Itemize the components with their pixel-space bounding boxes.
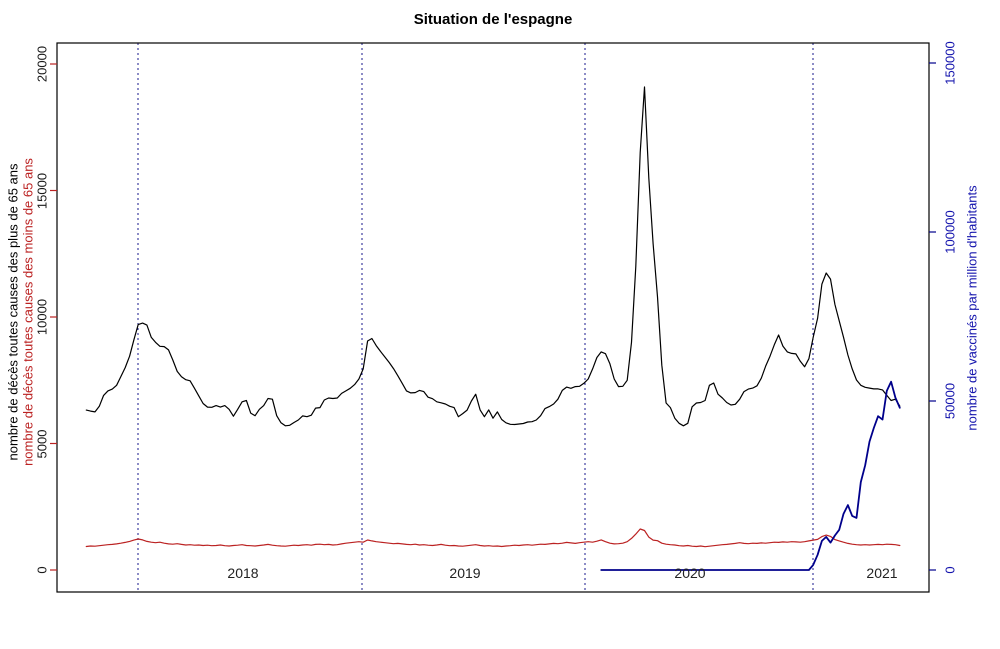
y-axis-left-label-over65: nombre de décès toutes causes des plus d… [5,163,21,461]
x-year-label: 2021 [866,565,898,581]
series-line-deaths-over65 [85,86,901,427]
x-year-label: 2019 [449,565,481,581]
y-left-tick-label: 15000 [34,172,50,209]
y-right-tick-label: 50000 [942,382,958,420]
y-axis-right-label-vaccinated: nombre de vaccinés par million d'habitan… [964,185,980,431]
y-left-tick-label: 0 [34,566,50,574]
series-line-deaths-under65 [85,528,901,548]
y-right-tick-label: 100000 [942,210,958,254]
y-right-tick-label: 150000 [942,41,958,85]
series-line-vaccinated [600,380,901,571]
y-left-tick-label: 5000 [34,429,50,458]
plot-box [56,42,930,593]
y-left-tick-label: 20000 [34,45,50,83]
y-axis-left-label-under65: nombre de décès toutes causes des moins … [20,158,36,466]
x-year-label: 2020 [674,565,706,581]
chart-title: Situation de l'espagne [413,11,573,28]
x-year-label: 2018 [227,565,259,581]
y-left-tick-label: 10000 [34,298,50,336]
y-right-tick-label: 0 [942,566,958,574]
